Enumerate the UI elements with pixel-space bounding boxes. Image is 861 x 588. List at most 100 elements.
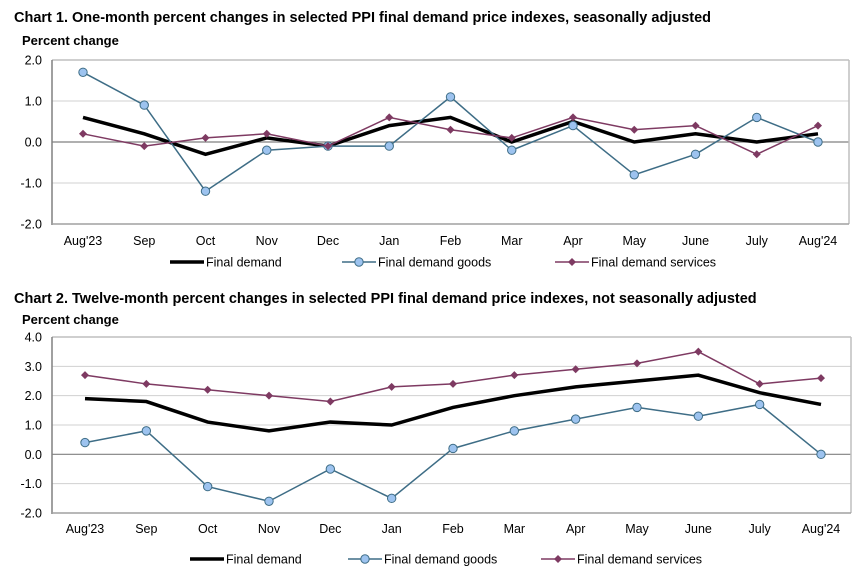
data-point-goods [384,141,394,151]
chart-1-title: Chart 1. One-month percent changes in se… [14,10,712,26]
x-tick-label: Feb [440,234,462,248]
x-tick-label: Apr [566,522,585,536]
series-line-final-demand [82,115,819,157]
series-line-services [84,350,822,403]
x-tick-label: Sep [135,522,157,536]
data-point-goods [386,493,397,504]
data-point-services [752,150,761,159]
data-point-goods [80,437,90,448]
data-point-services [326,397,335,406]
data-point-goods [445,92,456,102]
y-tick-label: 4.0 [25,331,42,345]
data-point-services [694,347,703,356]
data-point-goods [325,464,336,474]
x-tick-label: May [625,522,649,536]
data-point-services [571,365,580,374]
x-tick-label: Aug'23 [66,522,105,536]
chart-2-title: Chart 2. Twelve-month percent changes in… [14,291,757,307]
data-point-goods [816,449,826,460]
data-point-services [507,133,516,142]
y-tick-label: 0.0 [25,448,42,462]
data-point-goods [264,496,274,506]
legend-marker [554,555,562,563]
x-tick-label: July [749,522,772,536]
data-point-goods [78,67,88,78]
legend-label: Final demand services [577,553,702,567]
data-point-services [385,113,394,122]
data-point-services [691,121,700,130]
data-point-services [630,125,639,134]
data-point-services [569,113,577,122]
legend-item-final-demand: Final demand [170,256,282,270]
y-tick-label: 2.0 [25,389,42,403]
y-tick-label: -1.0 [20,177,42,191]
x-tick-label: Feb [442,522,464,536]
series-line-final-demand [84,373,822,433]
data-point-services [262,129,271,138]
y-tick-label: 2.0 [25,54,42,68]
y-tick-label: 3.0 [25,360,42,374]
data-point-services [140,142,149,151]
data-point-services [510,371,519,380]
chart-2-y-axis-label: Percent change [22,312,119,327]
x-tick-label: June [682,234,709,248]
data-point-services [817,374,825,383]
data-point-goods [632,402,642,413]
legend-marker [354,257,364,267]
y-tick-label: -2.0 [20,507,42,521]
x-tick-label: Nov [256,234,279,248]
x-tick-label: Nov [258,522,281,536]
x-tick-label: Aug'24 [802,522,841,536]
data-point-services [142,379,151,388]
data-point-services [449,379,457,388]
data-point-services [814,121,822,130]
x-tick-label: Jan [379,234,399,248]
legend-item-services: Final demand services [555,256,716,270]
data-point-goods [262,145,272,155]
data-point-goods [813,137,823,147]
chart-1-plot: 2.0 1.0 0.0 -1.0 -2.0 Aug'23 Sep Oct Nov Dec Jan Fe… [20,54,850,270]
data-point-services [387,382,396,391]
y-tick-label: 0.0 [25,136,42,150]
x-tick-label: Jan [382,522,402,536]
legend-label: Final demand [206,256,282,270]
data-point-services [755,379,764,388]
legend-marker [568,258,576,266]
data-point-services [265,391,273,400]
data-point-goods [752,112,762,123]
legend-label: Final demand goods [384,553,497,567]
legend-marker [360,554,370,564]
x-tick-label: July [746,234,769,248]
data-point-goods [754,399,765,410]
data-point-services [633,359,641,368]
legend-item-goods: Final demand goods [348,553,497,567]
data-point-goods [690,149,701,160]
data-point-goods [141,426,152,436]
x-tick-label: Dec [317,234,339,248]
legend-item-final-demand: Final demand [190,553,302,567]
legend-label: Final demand services [591,256,716,270]
data-point-services [203,385,212,394]
x-tick-label: Apr [563,234,582,248]
data-point-goods [629,170,639,180]
x-tick-label: June [685,522,712,536]
x-tick-label: Oct [198,522,218,536]
y-tick-label: 1.0 [25,95,42,109]
chart-1-y-axis-label: Percent change [22,33,119,48]
data-point-goods [139,100,149,110]
legend-label: Final demand [226,553,302,567]
data-point-services [79,129,87,138]
x-tick-label: Sep [133,234,155,248]
y-tick-label: 1.0 [25,419,42,433]
legend-item-goods: Final demand goods [342,256,491,270]
legend-item-services: Final demand services [541,553,702,567]
x-tick-label: Mar [504,522,526,536]
x-tick-label: Oct [196,234,216,248]
data-point-goods [570,414,581,424]
data-point-goods [507,145,517,155]
data-point-services [81,371,89,380]
data-point-services [446,125,455,134]
x-tick-label: Dec [319,522,341,536]
y-tick-label: -1.0 [20,477,42,491]
